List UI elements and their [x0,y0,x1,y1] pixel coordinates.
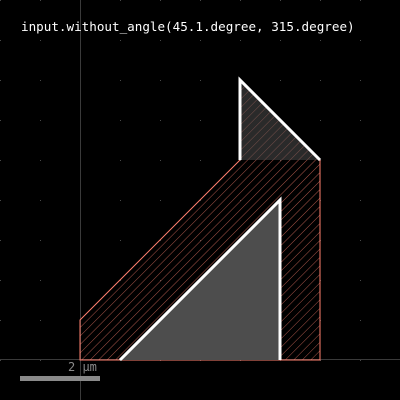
caption-text: input.without_angle(45.1.degree, 315.deg… [21,19,355,34]
scale-bar [20,376,100,381]
scale-bar-label: 2 µm [68,360,97,374]
